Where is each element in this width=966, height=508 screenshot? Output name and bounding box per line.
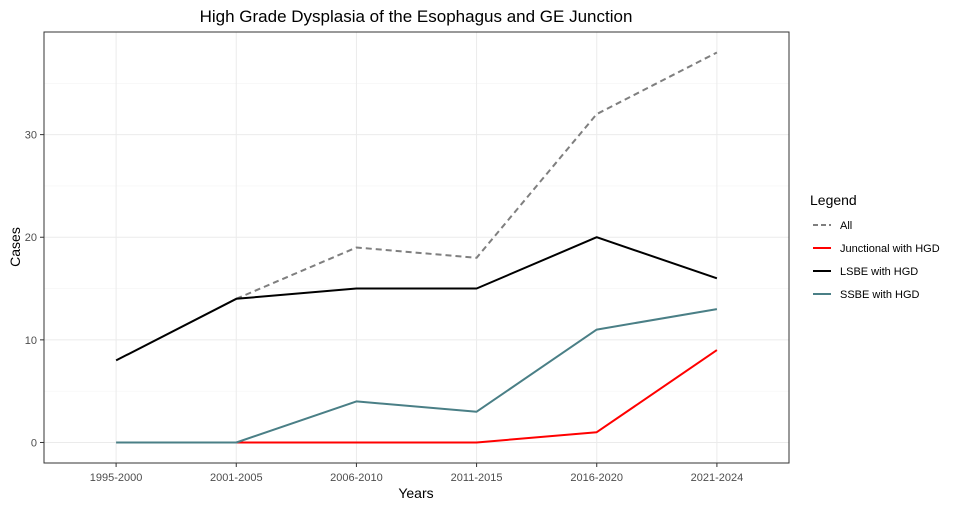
y-tick-label: 20 (25, 232, 37, 244)
grid (44, 32, 789, 463)
x-tick-label: 2011-2015 (451, 472, 503, 484)
y-axis-title: Cases (7, 227, 23, 267)
legend-label-junctional-with-hgd: Junctional with HGD (840, 243, 940, 255)
series-line-all (235, 51, 718, 300)
series-line-junctional-with-hgd (236, 349, 718, 444)
series-line-ssbe-with-hgd (116, 308, 718, 444)
series-layer (115, 51, 718, 444)
legend-label-all: All (840, 220, 852, 232)
x-axis: 1995-2000 2001-2005 2006-2010 2011-2015 2016… (90, 463, 743, 484)
y-tick-label: 0 (31, 437, 37, 449)
x-tick-label: 2016-2020 (570, 472, 623, 484)
legend-label-ssbe-with-hgd: SSBE with HGD (840, 289, 920, 301)
x-axis-title: Years (398, 485, 433, 501)
y-tick-label: 30 (25, 130, 37, 142)
legend-title: Legend (810, 192, 857, 208)
x-tick-label: 2021-2024 (691, 472, 744, 484)
legend-label-lsbe-with-hgd: LSBE with HGD (840, 266, 918, 278)
x-tick-label: 2001-2005 (210, 472, 263, 484)
y-tick-label: 10 (25, 335, 37, 347)
plot-border (43, 31, 790, 464)
legend: Legend All Junctional with HGD LSBE with H… (810, 192, 940, 301)
x-tick-label: 2006-2010 (330, 472, 383, 484)
x-tick-label: 1995-2000 (90, 472, 143, 484)
y-axis: 0 10 20 30 (25, 130, 44, 449)
series-line-lsbe-with-hgd (115, 236, 718, 362)
chart-title: High Grade Dysplasia of the Esophagus an… (200, 7, 633, 26)
